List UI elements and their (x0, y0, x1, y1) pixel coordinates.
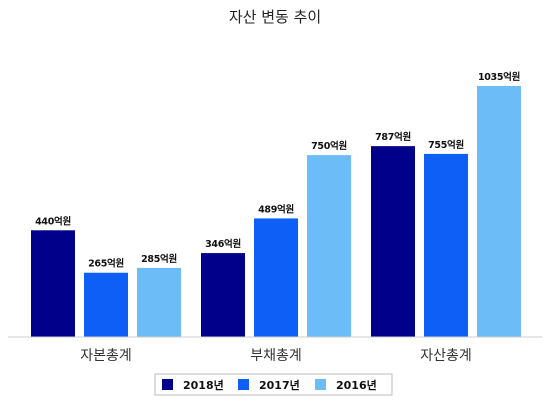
bar-2-1[interactable] (424, 153, 468, 337)
legend-box (154, 373, 393, 396)
legend-label-2: 2016년 (336, 378, 377, 392)
category-label-2: 자산총계 (420, 348, 472, 364)
data-label-2-0: 787억원 (375, 131, 411, 143)
data-label-0-1: 265억원 (88, 258, 124, 270)
bar-2-2[interactable] (477, 86, 521, 337)
data-label-2-1: 755억원 (428, 139, 464, 151)
category-label-1: 부채총계 (250, 348, 302, 364)
legend-label-0: 2018년 (183, 378, 224, 392)
bar-0-2[interactable] (137, 267, 181, 337)
data-label-1-0: 346억원 (205, 238, 241, 250)
bar-1-1[interactable] (254, 218, 298, 337)
bar-0-1[interactable] (84, 272, 128, 337)
bar-0-0[interactable] (31, 230, 75, 337)
legend-swatch-1 (238, 379, 249, 390)
data-label-1-2: 750억원 (311, 140, 347, 152)
chart-title: 자산 변동 추이 (229, 8, 321, 26)
legend-swatch-0 (162, 379, 173, 390)
legend-swatch-2 (315, 379, 326, 390)
bar-1-2[interactable] (307, 155, 351, 337)
data-label-1-1: 489억원 (258, 203, 294, 215)
data-label-0-0: 440억원 (35, 215, 71, 227)
bar-area: 440억원 265억원 285억원 346억원 489억원 750억원 787억원 755억원… (31, 71, 521, 337)
data-label-0-2: 285억원 (141, 253, 177, 265)
legend-label-1: 2017년 (259, 378, 300, 392)
legend[interactable]: 2018년 2017년 2016년 (162, 378, 377, 392)
legend-item-2[interactable]: 2016년 (315, 378, 377, 392)
data-label-2-2: 1035억원 (478, 71, 520, 83)
legend-item-0[interactable]: 2018년 (162, 378, 224, 392)
legend-item-1[interactable]: 2017년 (238, 378, 300, 392)
category-label-0: 자본총계 (80, 348, 132, 364)
bar-2-0[interactable] (371, 146, 415, 337)
bar-1-0[interactable] (201, 253, 245, 337)
category-labels: 자본총계 부채총계 자산총계 (80, 348, 472, 364)
